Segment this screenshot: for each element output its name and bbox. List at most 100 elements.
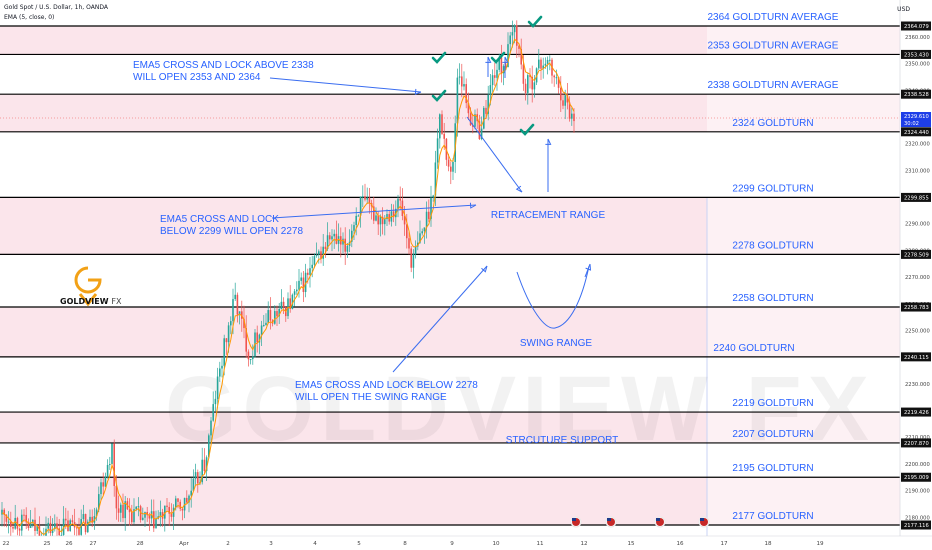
candle-body (84, 514, 87, 533)
candle-body (18, 528, 21, 531)
arrow-swing-head (585, 263, 592, 271)
candle-body (472, 125, 474, 127)
date-tick-label: 19 (816, 541, 824, 547)
candle-body (89, 516, 91, 522)
price-tick-label: 2180.000 (905, 515, 930, 521)
us-flag-icon[interactable] (605, 516, 617, 528)
candle-body (14, 517, 16, 529)
candle-body (432, 195, 434, 198)
check-icon (527, 15, 543, 28)
price-tick-label: 2250.000 (905, 328, 930, 334)
candle-body (241, 311, 243, 319)
candle-body (232, 299, 234, 322)
candle-body (120, 504, 122, 513)
candle-body (69, 520, 71, 531)
us-flag-icon[interactable] (654, 516, 666, 528)
range-band (0, 94, 707, 132)
candle-body (465, 84, 467, 104)
candle-body (377, 215, 379, 225)
candle-body (214, 398, 217, 405)
candle-body (144, 512, 146, 518)
candle-body (560, 87, 562, 101)
arrow-up-1-head (485, 56, 492, 63)
candle-body (410, 248, 412, 268)
candle-body (236, 294, 239, 315)
candle-body (302, 277, 305, 293)
candle-body (346, 245, 349, 252)
date-tick-label: 27 (89, 541, 97, 547)
arrow-ema-2299-head (469, 202, 477, 209)
level-lines: 2364 GOLDTURN AVERAGE 2353 GOLDTURN AVERA… (0, 12, 900, 526)
ema-line (1, 38, 575, 536)
time-axis-bg (0, 536, 932, 550)
candle-body (474, 114, 476, 127)
arrow-up-2-head (502, 56, 509, 63)
candle-body (164, 505, 166, 519)
us-flag-blue (572, 518, 576, 521)
date-tick-label: Apr (179, 541, 189, 547)
candle-body (148, 515, 151, 519)
date-tick-label: 25 (43, 541, 51, 547)
range-band-ext (707, 477, 900, 525)
date-tick-label: 16 (676, 541, 684, 547)
candle-body (423, 227, 426, 232)
candle-body (414, 246, 417, 255)
candle-body (540, 59, 542, 69)
candle-body (362, 196, 364, 198)
candle-body (555, 77, 558, 79)
candle-body (304, 272, 307, 293)
candle-body (412, 254, 415, 268)
level-price-label: 2258.783 (904, 305, 929, 311)
candle-body (102, 482, 104, 487)
candle-body (36, 526, 38, 531)
current-price-box[interactable] (901, 111, 931, 127)
candle-body (175, 498, 177, 508)
candle-body (458, 76, 461, 78)
candle-body (67, 520, 69, 531)
candle-body (425, 211, 428, 228)
candle-body (45, 528, 47, 539)
candle-body (454, 123, 456, 162)
candle-body (331, 236, 333, 240)
level-price-label: 2240.115 (904, 355, 929, 361)
candle-body (357, 215, 360, 217)
us-flag-icon[interactable] (698, 516, 710, 528)
candle-body (505, 66, 507, 68)
candle-body (78, 527, 80, 535)
candle-body (337, 236, 340, 244)
candle-body (208, 435, 210, 458)
candle-body (159, 512, 162, 517)
candle-body (421, 231, 423, 234)
indicator-legend[interactable]: EMA (5, close, 0) (4, 14, 55, 21)
candle-body (401, 200, 404, 217)
level-price-label: 2219.426 (904, 410, 929, 416)
symbol-title: Gold Spot / U.S. Dollar, 1h, OANDA (4, 4, 108, 11)
candle-body (480, 128, 483, 140)
candle-body (267, 310, 269, 323)
candle-body (117, 508, 120, 513)
date-tick-label: 18 (764, 541, 772, 547)
candle-body (322, 246, 324, 259)
annotation-structure: STRCUTURE SUPPORT (506, 435, 619, 446)
candle-body (104, 476, 107, 487)
check-icon (431, 89, 447, 102)
date-tick-label: 2 (226, 541, 230, 547)
candle-body (571, 113, 573, 119)
arrow-retracement-down (466, 116, 523, 193)
candle-body (300, 277, 302, 281)
candle-series (1, 20, 575, 548)
price-tick-label: 2290.000 (905, 222, 930, 228)
candle-body (527, 75, 529, 93)
date-tick-label: 10 (492, 541, 500, 547)
candle-body (500, 57, 503, 74)
currency-label: USD (897, 6, 910, 13)
candle-body (249, 359, 252, 361)
candle-body (230, 321, 232, 326)
price-tick-label: 2350.000 (905, 62, 930, 68)
us-flag-icon[interactable] (570, 516, 582, 528)
candle-body (406, 224, 408, 239)
level-price-label: 2338.528 (904, 92, 929, 98)
